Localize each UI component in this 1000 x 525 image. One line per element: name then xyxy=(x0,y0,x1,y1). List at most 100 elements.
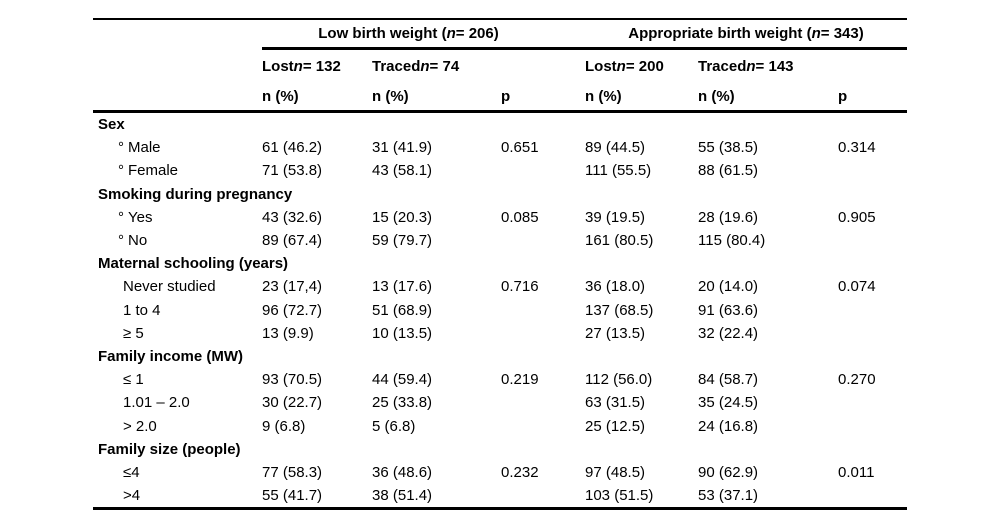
row-label-cell: 1 to 4 xyxy=(93,299,262,322)
stat-header-row: n (%) n (%) p n (%) n (%) p xyxy=(93,82,907,110)
section-label: Smoking during pregnancy xyxy=(98,185,293,203)
count-cell: 20 (14.0) xyxy=(698,278,759,296)
p-value-cell xyxy=(838,159,907,182)
count-cell: 112 (56.0) xyxy=(585,371,653,389)
row-label-cell: Never studied xyxy=(93,275,262,298)
table-bottom-rule xyxy=(93,507,907,511)
count-cell: 53 (37.1) xyxy=(698,487,759,505)
count-cell: 61 (46.2) xyxy=(262,139,323,157)
subgroup-header-lost-lbw: Lost n = 132 xyxy=(262,50,372,82)
data-row: 1.01 – 2.0 30 (22.7) 25 (33.8) 63 (31.5) 35 … xyxy=(93,391,907,414)
data-row: ≤4 77 (58.3) 36 (48.6) 0.232 97 (48.5) 90 (62… xyxy=(93,461,907,484)
count-cell: 36 (18.0) xyxy=(585,278,646,296)
p-value-cell: 0.011 xyxy=(838,463,875,481)
p-value-cell: 0.651 xyxy=(501,139,539,157)
count-cell: 63 (31.5) xyxy=(585,394,646,412)
subgroup-header-row: Lost n = 132 Traced n = 74 Lost n = 200 Tra… xyxy=(93,50,907,82)
count-cell: 59 (79.7) xyxy=(372,232,433,250)
count-cell: 31 (41.9) xyxy=(372,139,433,157)
count-cell: 13 (9.9) xyxy=(262,324,314,342)
p-value-cell: 0.074 xyxy=(838,278,876,296)
count-cell: 43 (58.1) xyxy=(372,162,433,180)
group-header-text: = 343) xyxy=(820,25,864,42)
p-value-cell xyxy=(501,229,585,252)
p-value-cell xyxy=(501,322,585,345)
section-label: Sex xyxy=(98,116,125,134)
p-value-cell xyxy=(501,299,585,322)
row-label-cell: ° Female xyxy=(93,159,262,182)
subgroup-text: Lost xyxy=(262,57,294,75)
italic-n: n xyxy=(293,57,303,75)
count-cell: 51 (68.9) xyxy=(372,301,433,319)
data-row: > 2.0 9 (6.8) 5 (6.8) 25 (12.5) 24 (16.8) xyxy=(93,414,907,437)
count-cell: 23 (17,4) xyxy=(262,278,323,296)
p-value-cell: 0.905 xyxy=(838,208,876,226)
p-value-cell xyxy=(501,484,585,507)
row-label: >4 xyxy=(123,487,141,505)
row-label-cell: > 2.0 xyxy=(93,414,262,437)
col-header-p: p xyxy=(838,87,848,105)
count-cell: 32 (22.4) xyxy=(698,324,759,342)
data-row: ° No 89 (67.4) 59 (79.7) 161 (80.5) 115 (80.4… xyxy=(93,229,907,252)
count-cell: 103 (51.5) xyxy=(585,487,654,505)
count-cell: 38 (51.4) xyxy=(372,487,433,505)
count-cell: 115 (80.4) xyxy=(698,232,766,250)
row-label: ≥ 5 xyxy=(123,324,144,342)
count-cell: 111 (55.5) xyxy=(585,162,652,180)
count-cell: 89 (67.4) xyxy=(262,232,323,250)
count-cell: 96 (72.7) xyxy=(262,301,323,319)
subgroup-text: = 132 xyxy=(302,57,341,75)
data-row: ° Yes 43 (32.6) 15 (20.3) 0.085 39 (19.5) 28 (… xyxy=(93,206,907,229)
section-row: Smoking during pregnancy xyxy=(93,183,907,206)
count-cell: 15 (20.3) xyxy=(372,208,433,226)
comparison-table: Low birth weight (n = 206) Appropriate b… xyxy=(93,0,907,511)
row-label: 1.01 – 2.0 xyxy=(123,394,190,412)
col-header-n-pct: n (%) xyxy=(372,87,409,105)
subgroup-text: Traced xyxy=(698,57,747,75)
data-row: 1 to 4 96 (72.7) 51 (68.9) 137 (68.5) 91 (63… xyxy=(93,299,907,322)
section-label: Maternal schooling (years) xyxy=(98,255,289,273)
header-body-divider-rule xyxy=(93,110,907,113)
row-label-cell: ≤4 xyxy=(93,461,262,484)
p-value-cell: 0.232 xyxy=(501,463,539,481)
col-header-p: p xyxy=(501,87,511,105)
p-value-cell xyxy=(501,414,585,437)
subgroup-text: = 143 xyxy=(755,57,794,75)
degree-bullet: ° xyxy=(118,232,124,250)
section-row: Sex xyxy=(93,113,907,136)
count-cell: 30 (22.7) xyxy=(262,394,323,412)
p-value-cell xyxy=(501,159,585,182)
data-row: Never studied 23 (17,4) 13 (17.6) 0.716 36 (… xyxy=(93,275,907,298)
row-label: Yes xyxy=(128,208,153,226)
data-row: ° Female 71 (53.8) 43 (58.1) 111 (55.5) 88 (6… xyxy=(93,159,907,182)
p-value-cell: 0.219 xyxy=(501,371,539,389)
section-label: Family income (MW) xyxy=(98,347,244,365)
data-row: >4 55 (41.7) 38 (51.4) 103 (51.5) 53 (37.1) xyxy=(93,484,907,507)
col-header-n-pct: n (%) xyxy=(585,87,622,105)
count-cell: 91 (63.6) xyxy=(698,301,759,319)
count-cell: 55 (41.7) xyxy=(262,487,323,505)
data-row: ≤ 1 93 (70.5) 44 (59.4) 0.219 112 (56.0) 84 (… xyxy=(93,368,907,391)
row-label-cell: >4 xyxy=(93,484,262,507)
subgroup-text: = 200 xyxy=(625,57,664,75)
p-value-cell: 0.270 xyxy=(838,371,876,389)
group-header-text: Appropriate birth weight ( xyxy=(628,25,812,42)
italic-n: n xyxy=(811,25,821,42)
italic-n: n xyxy=(616,57,626,75)
col-header-n-pct: n (%) xyxy=(698,87,735,105)
row-label-cell: ≥ 5 xyxy=(93,322,262,345)
subgroup-text: Traced xyxy=(372,57,421,75)
subgroup-text: = 74 xyxy=(429,57,460,75)
count-cell: 71 (53.8) xyxy=(262,162,323,180)
section-label: Family size (people) xyxy=(98,440,241,458)
count-cell: 137 (68.5) xyxy=(585,301,654,319)
group-header-low-birth-weight: Low birth weight (n = 206) xyxy=(262,20,585,47)
subgroup-text: Lost xyxy=(585,57,617,75)
group-header-row: Low birth weight (n = 206) Appropriate b… xyxy=(93,20,907,47)
italic-n: n xyxy=(446,25,456,42)
count-cell: 5 (6.8) xyxy=(372,417,416,435)
p-value-cell xyxy=(838,322,907,345)
p-value-cell xyxy=(838,414,907,437)
p-value-cell xyxy=(838,299,907,322)
